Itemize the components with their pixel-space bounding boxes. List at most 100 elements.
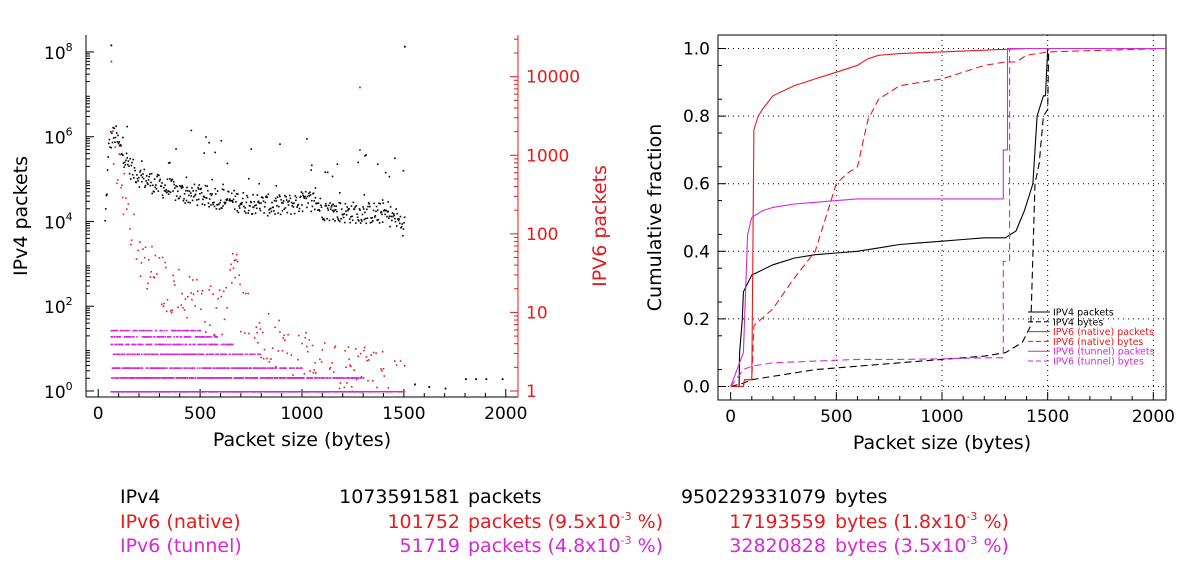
x-tick-label: 500	[820, 407, 852, 427]
data-point	[183, 377, 186, 379]
data-point	[233, 377, 235, 379]
data-point	[145, 343, 147, 346]
data-point	[346, 206, 349, 208]
y-tick-label: 100	[44, 380, 73, 403]
data-point	[119, 143, 122, 146]
data-point	[134, 353, 136, 356]
data-point	[114, 329, 116, 332]
data-point	[383, 209, 385, 212]
data-point	[242, 192, 245, 194]
data-point	[118, 141, 120, 143]
data-point	[142, 248, 144, 250]
data-point	[200, 308, 202, 311]
data-point	[259, 209, 262, 212]
data-point	[192, 329, 195, 332]
data-point	[129, 228, 131, 230]
data-point	[104, 208, 107, 210]
data-point	[162, 196, 165, 199]
data-point	[147, 336, 149, 338]
data-point	[273, 210, 275, 212]
data-point	[142, 377, 145, 379]
data-point	[297, 203, 300, 206]
data-point	[164, 377, 166, 379]
data-point	[309, 191, 311, 194]
x-tick-label: 1000	[280, 404, 323, 424]
data-point	[363, 194, 366, 196]
right-y-axis-label: Cumulative fraction	[644, 124, 666, 311]
data-point	[323, 377, 326, 379]
data-point	[229, 269, 232, 271]
data-point	[119, 153, 122, 156]
data-point	[227, 190, 230, 193]
data-point	[209, 377, 212, 379]
y-tick-label: 102	[44, 295, 73, 318]
data-point	[155, 187, 158, 190]
data-point	[211, 178, 213, 181]
data-point	[362, 208, 365, 210]
data-point	[181, 292, 183, 295]
data-point	[271, 377, 273, 379]
data-point	[128, 377, 131, 379]
data-point	[297, 358, 299, 361]
right-y-label: IPV6 packets	[589, 165, 611, 287]
data-point	[177, 306, 179, 309]
data-point	[215, 367, 218, 369]
data-point	[163, 329, 166, 332]
data-point	[251, 353, 253, 356]
data-point	[226, 198, 229, 200]
data-point	[124, 377, 127, 379]
data-point	[140, 343, 143, 346]
data-point	[358, 208, 361, 210]
data-point	[365, 222, 367, 225]
data-point	[138, 353, 141, 356]
data-point	[200, 187, 202, 190]
data-point	[226, 307, 228, 309]
data-point	[363, 346, 366, 349]
data-point	[336, 216, 339, 218]
data-point	[173, 183, 176, 186]
data-point	[113, 336, 116, 338]
data-point	[501, 378, 504, 381]
data-point	[198, 184, 201, 186]
data-point	[252, 353, 254, 356]
data-point	[138, 241, 141, 243]
data-point	[165, 266, 167, 269]
data-point	[376, 219, 378, 221]
data-point	[357, 355, 360, 358]
data-point	[274, 213, 276, 215]
data-point	[384, 213, 386, 216]
data-point	[215, 307, 218, 309]
data-point	[403, 216, 406, 219]
data-point	[394, 217, 396, 220]
data-point	[175, 185, 177, 187]
data-point	[136, 353, 138, 356]
data-point	[120, 329, 123, 332]
data-point	[224, 367, 227, 369]
data-point	[249, 205, 251, 207]
data-point	[389, 206, 392, 208]
data-point	[170, 353, 172, 356]
data-point	[143, 256, 146, 259]
data-point	[367, 201, 370, 204]
data-point	[156, 353, 159, 356]
data-point	[306, 138, 308, 140]
data-point	[141, 353, 143, 356]
data-point	[164, 261, 166, 264]
data-point	[128, 343, 130, 346]
data-point	[275, 185, 278, 187]
data-point	[137, 249, 139, 252]
data-point	[110, 131, 113, 133]
data-point	[221, 333, 223, 336]
data-point	[263, 348, 266, 351]
data-point	[282, 337, 285, 339]
data-point	[329, 202, 331, 204]
data-point	[258, 321, 261, 324]
data-point	[142, 377, 144, 379]
data-point	[164, 184, 166, 186]
data-point	[235, 377, 238, 379]
data-point	[367, 205, 369, 208]
data-point	[196, 278, 198, 281]
data-point	[351, 215, 353, 218]
data-point	[173, 280, 175, 283]
data-point	[388, 175, 391, 178]
